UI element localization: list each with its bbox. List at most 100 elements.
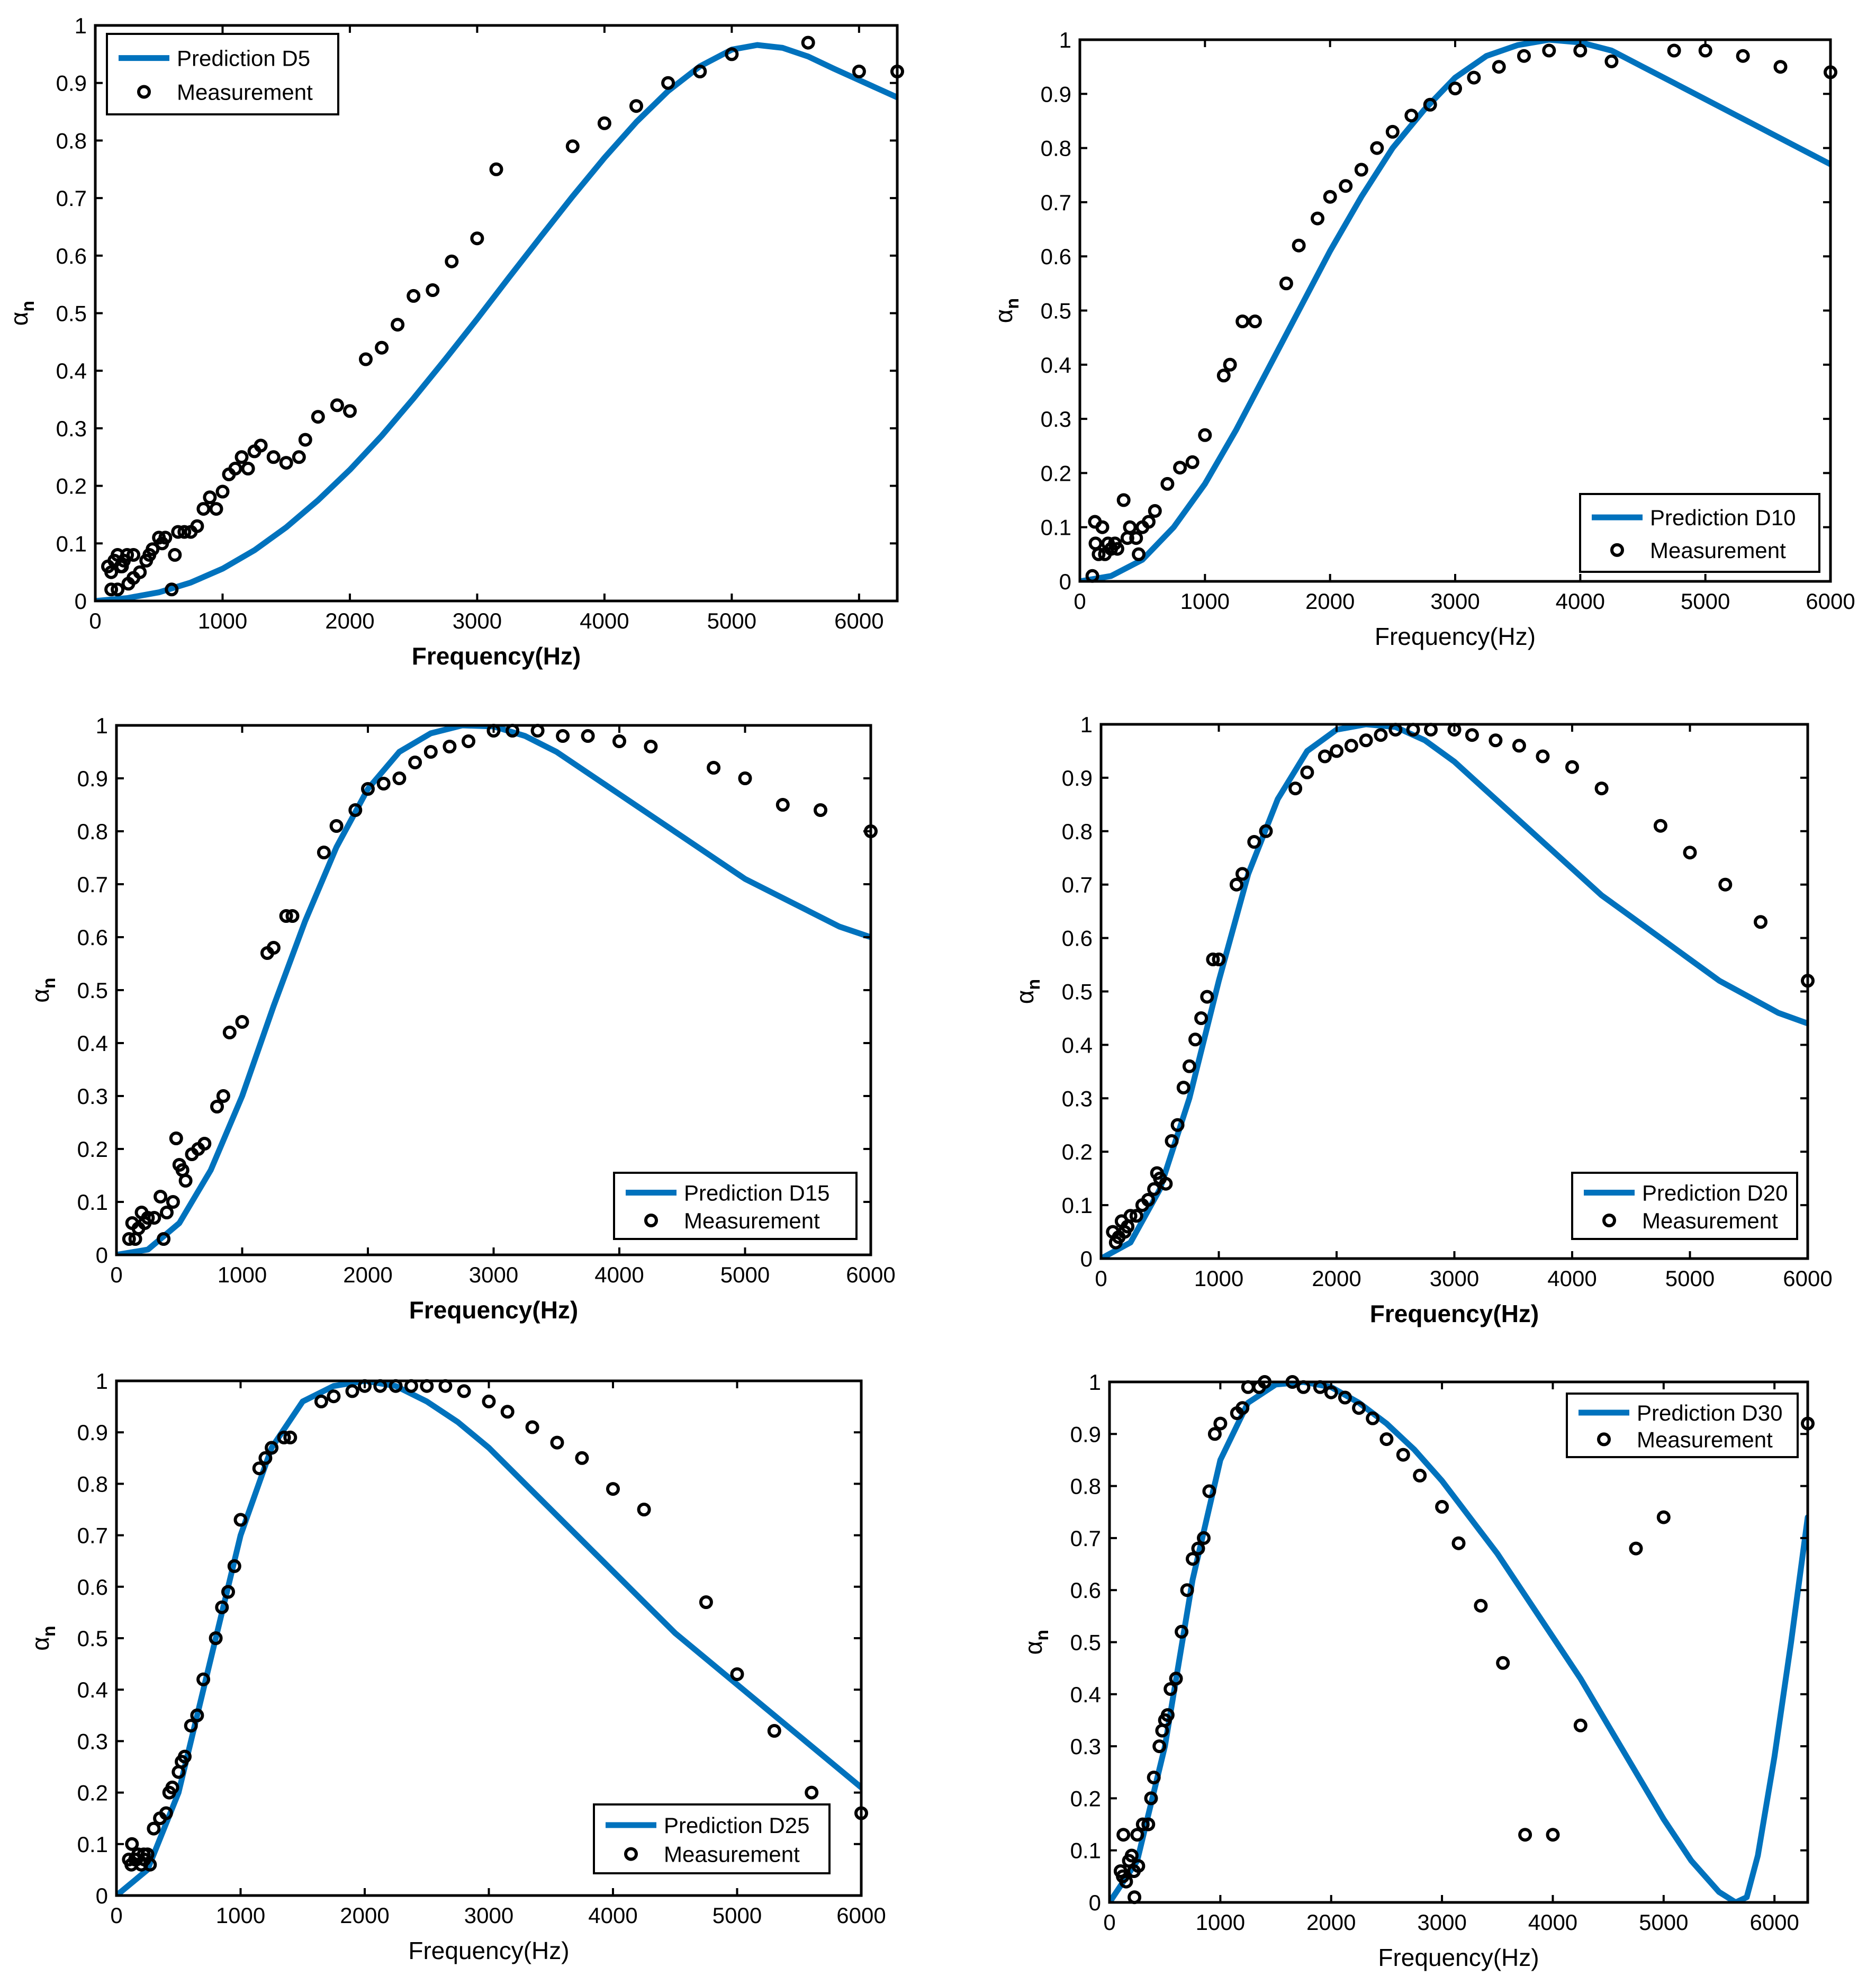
y-axis-label-subscript: n [39,1625,59,1637]
x-tick-label: 3000 [453,608,502,633]
measurement-point [1736,49,1750,63]
y-tick-label: 1 [1080,712,1093,737]
measurement-point [1423,97,1437,112]
y-tick-label: 0.5 [1070,1630,1101,1655]
y-tick-label: 0.7 [56,186,87,211]
x-tick-label: 0 [1074,589,1086,614]
x-tick-label: 5000 [1665,1266,1715,1291]
measurement-point [196,1672,211,1686]
legend-label-measurement: Measurement [1637,1427,1773,1452]
measurement-point [637,1503,651,1516]
y-axis-label-subscript: n [1024,979,1044,990]
legend-box [1571,1172,1798,1240]
measurement-point [125,1837,139,1851]
measurement-point [606,1482,620,1496]
chart-panel-bottom-left: 0 1000 2000 3000 4000 5000 6000 0 0.1 0.2 0.3 0.4 0.… [26,1369,886,1964]
measurement-point [661,76,675,90]
y-tick-label: 0.3 [77,1729,108,1754]
x-tick-label: 5000 [1681,589,1730,614]
y-tick-label: 0.7 [1041,190,1071,215]
y-tick-label: 0.5 [56,301,87,326]
measurement-point [550,1435,564,1450]
y-axis-label-subscript: n [1003,298,1023,309]
measurement-point [1212,953,1226,966]
measurement-point [157,1232,171,1246]
y-tick-label: 0.2 [1062,1139,1093,1164]
y-tick-label: 0.3 [77,1084,108,1109]
measurement-point [184,1719,198,1733]
measurement-point [330,398,344,412]
measurement-point [699,1595,713,1609]
prediction-line [95,42,897,601]
measurement-point [1311,211,1324,226]
measurement-point [1344,739,1358,753]
legend-label-measurement: Measurement [1650,538,1786,563]
x-tick-label: 2000 [1306,1910,1356,1935]
measurement-point [158,531,173,545]
y-tick-label: 0.5 [1062,980,1093,1004]
measurement-point [1197,1531,1211,1545]
measurement-point [376,777,391,791]
measurement-point [1141,1817,1156,1831]
measurement-point [1132,547,1146,561]
measurement-point [392,771,407,785]
measurement-point [235,1015,249,1029]
x-tick-label: 2000 [340,1903,389,1928]
y-tick-label: 0.8 [77,819,108,844]
y-tick-label: 0.9 [77,766,108,791]
y-tick-label: 0.2 [56,474,87,499]
measurement-point [1594,782,1609,796]
x-tick-label: 6000 [846,1262,895,1287]
measurement-point [1173,461,1187,475]
measurement-point [852,65,866,78]
x-tick-label: 2000 [325,608,374,633]
measurement-point [266,941,281,955]
measurement-point [1186,1552,1199,1566]
measurement-point [775,798,790,812]
measurement-point [391,318,405,332]
measurement-point [1370,141,1384,155]
y-axis-label-subscript: n [39,977,59,989]
y-axis-label: αn [1011,979,1044,1004]
y-tick-label: 0.3 [1070,1734,1101,1759]
measurement-point [227,1559,241,1573]
legend-box [613,1172,858,1240]
y-axis-label: αn [26,977,59,1002]
x-tick-label: 4000 [594,1262,644,1287]
y-axis-label-symbol: α [1011,990,1039,1004]
legend-box [106,33,339,115]
measurement-point [233,1513,248,1527]
y-axis-label-symbol: α [5,312,33,326]
measurement-point [1182,1059,1196,1073]
y-tick-label: 0 [96,1883,108,1908]
x-tick-label: 5000 [707,608,756,633]
y-tick-label: 0.6 [77,925,108,950]
measurement-point [147,1211,161,1225]
measurement-point [1656,1510,1671,1524]
measurement-point [1667,43,1681,58]
x-axis-label: Frequency(Hz) [1375,623,1536,650]
measurement-point [1207,1427,1222,1441]
measurement-point [1131,1859,1146,1873]
measurement-point [104,565,119,579]
measurement-point [1142,515,1156,529]
chart-panel-middle-left: 0 1000 2000 3000 4000 5000 6000 0 0.1 0.2 0.3 0.4 0.… [26,713,896,1324]
measurement-point [1604,54,1619,68]
measurement-point [575,1451,589,1465]
measurement-point [1354,163,1368,177]
measurement-point [1235,1401,1250,1415]
measurement-point [171,525,185,539]
y-tick-label: 0.2 [77,1137,108,1162]
measurement-point [1194,1011,1208,1025]
measurement-point [1206,953,1220,966]
legend-box [593,1803,831,1874]
y-tick-label: 0.3 [1041,407,1071,432]
y-tick-label: 0 [75,589,87,614]
y-tick-label: 0.5 [1041,299,1071,324]
measurement-point [197,1137,212,1151]
measurement-point [209,1631,223,1645]
y-axis-label-symbol: α [1020,1641,1047,1655]
y-tick-label: 1 [96,713,108,738]
measurement-point [500,1405,515,1419]
measurement-point [1352,1401,1366,1415]
